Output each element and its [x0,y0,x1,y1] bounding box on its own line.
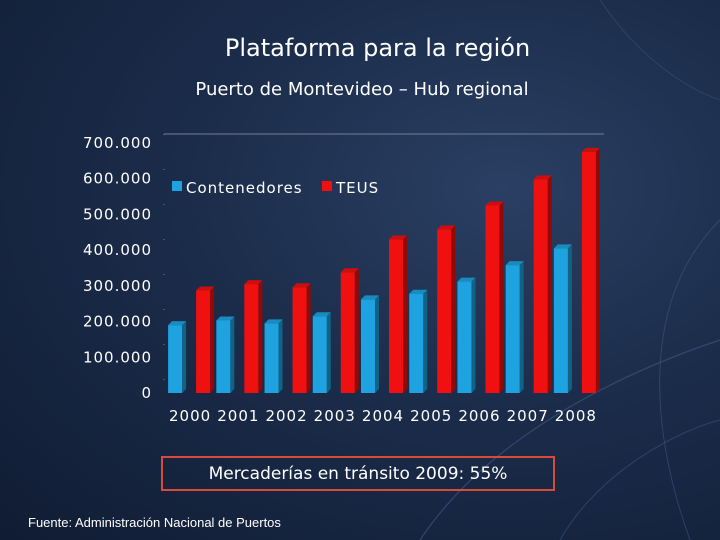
x-tick-label: 2006 [458,407,500,425]
y-tick-label: 600.000 [83,170,152,188]
bar-teus-2008 [581,147,600,393]
bar-contenedores-2008 [553,244,572,393]
bar-teus-2004 [389,235,407,393]
bar-teus-2006 [485,201,504,393]
legend-label: Contenedores [186,179,303,197]
x-tick-label: 2003 [314,407,356,425]
legend-item-contenedores: Contenedores [172,179,303,197]
bar-contenedores-2001 [216,316,235,393]
legend: Contenedores TEUS [172,179,379,197]
y-tick-label: 200.000 [83,313,152,331]
y-tick-label: 300.000 [83,277,152,295]
bar-contenedores-2004 [361,295,379,393]
legend-swatch [172,181,182,191]
bar-contenedores-2003 [312,312,331,393]
legend-item-teus: TEUS [322,179,379,197]
axis-lines [163,133,604,395]
bar-contenedores-2006 [457,277,476,393]
bar-series-group [168,147,600,393]
x-axis-ticks: 2000 2001 2002 2003 2004 2005 2006 2007 2008 [169,407,597,425]
bar-teus-2002 [292,283,311,393]
bar-teus-2003 [340,268,359,393]
y-tick-label: 100.000 [83,348,152,366]
x-tick-label: 2008 [555,407,597,425]
x-tick-label: 2007 [507,407,549,425]
bar-contenedores-2002 [264,319,283,393]
slide-subtitle: Puerto de Montevideo – Hub regional [195,79,529,100]
slide-title: Plataforma para la región [224,34,531,62]
bar-contenedores-2000 [168,321,187,393]
y-tick-label: 400.000 [83,241,152,259]
bar-contenedores-2005 [409,289,428,393]
bar-teus-2005 [437,225,456,393]
x-tick-label: 2005 [410,407,452,425]
transit-callout-box: Mercaderías en tránsito 2009: 55% [161,456,555,491]
bar-teus-2001 [244,280,263,393]
y-tick-label: 500.000 [83,205,152,223]
source-note: Fuente: Administración Nacional de Puert… [28,515,281,530]
bar-teus-2000 [196,286,215,393]
y-axis-ticks: 0 100.000 200.000 300.000 400.000 500.000 600.… [83,134,152,402]
y-tick-label: 700.000 [83,134,152,152]
legend-label: TEUS [335,179,379,197]
bar-teus-2007 [533,175,552,393]
legend-swatch [322,181,332,191]
x-tick-label: 2000 [169,407,211,425]
transit-callout-text: Mercaderías en tránsito 2009: 55% [208,463,508,484]
bar-contenedores-2007 [505,261,524,393]
y-tick-label: 0 [141,384,152,402]
x-tick-label: 2002 [265,407,307,425]
x-tick-label: 2004 [362,407,404,425]
x-tick-label: 2001 [217,407,259,425]
